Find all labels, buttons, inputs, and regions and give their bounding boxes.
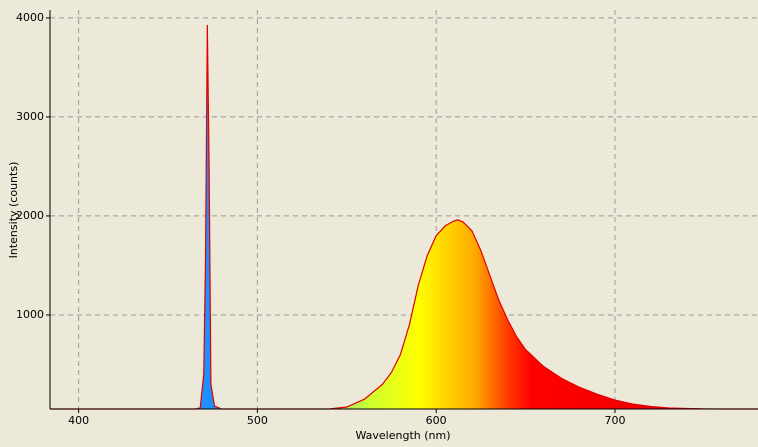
y-tick-label: 2000 (16, 209, 44, 222)
y-tick-label: 4000 (16, 11, 44, 24)
y-axis-title: Intensity (counts) (7, 162, 20, 259)
x-tick-label: 600 (426, 414, 447, 427)
y-tick-label: 3000 (16, 110, 44, 123)
x-tick-label: 500 (247, 414, 268, 427)
spectrum-line (50, 24, 758, 410)
x-axis-title: Wavelength (nm) (355, 429, 450, 442)
x-tick-label: 400 (68, 414, 89, 427)
x-tick-label: 700 (604, 414, 625, 427)
y-tick-label: 1000 (16, 308, 44, 321)
